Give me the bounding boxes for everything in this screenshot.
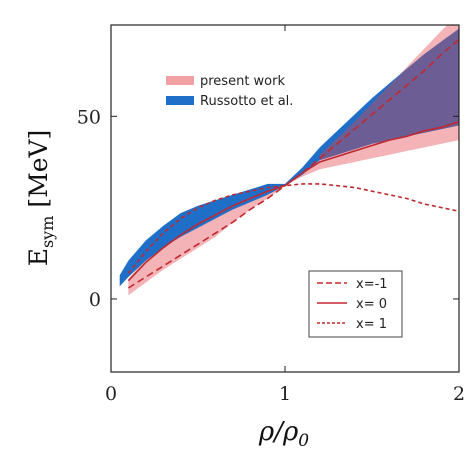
y-axis-label-sub: sym	[38, 216, 57, 248]
x-tick-label: 0	[105, 383, 117, 405]
band-present-work	[128, 25, 459, 296]
y-axis-label: Esym [MeV]	[24, 130, 57, 267]
legend-label-russotto: Russotto et al.	[200, 94, 293, 109]
x-axis-label-sub: 0	[298, 431, 309, 451]
legend-lines: x=-1 x= 0 x= 1	[308, 270, 403, 338]
legend-swatch-russotto	[166, 96, 194, 105]
y-tick-label: 50	[77, 106, 101, 128]
legend-label-present-work: present work	[200, 74, 285, 89]
ticks-layer: 0 1 2 0 50	[77, 25, 465, 405]
x-axis-label-main: ρ/ρ	[258, 417, 299, 447]
y-axis-label-unit: [MeV]	[24, 130, 53, 216]
series-line-x-1	[127, 183, 459, 274]
legend-bands: present work Russotto et al.	[166, 74, 293, 109]
legend-lines-box	[308, 270, 403, 338]
series-line-x-minus-1	[127, 38, 459, 289]
x-tick-label: 1	[279, 383, 291, 405]
bands-layer	[119, 25, 459, 296]
legend-label-x-minus-1: x=-1	[356, 277, 388, 292]
lines-layer	[127, 38, 459, 289]
series-line-x-0	[127, 121, 459, 282]
x-tick-label: 2	[453, 383, 465, 405]
y-tick-label: 0	[89, 289, 101, 311]
legend-label-x-1: x= 1	[356, 317, 387, 332]
band-russotto-et-al	[119, 28, 459, 287]
y-axis-label-main: E	[24, 248, 53, 266]
legend-label-x-0: x= 0	[356, 297, 387, 312]
x-axis-label: ρ/ρ0	[258, 417, 309, 451]
band-overlap	[319, 28, 459, 161]
legend-swatch-present-work	[166, 76, 194, 85]
